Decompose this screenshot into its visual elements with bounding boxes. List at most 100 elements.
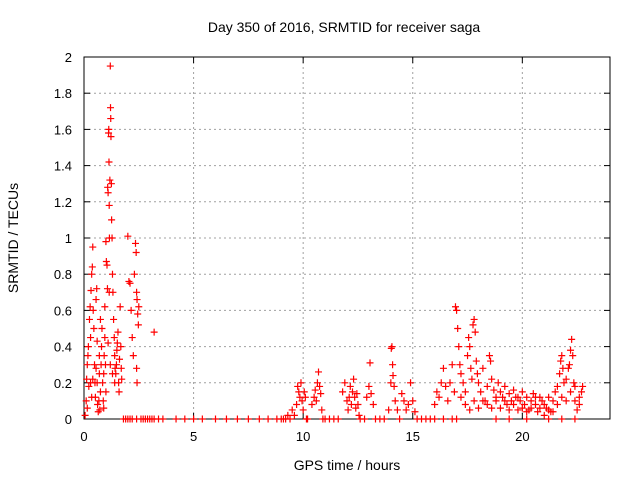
data-point xyxy=(93,285,101,293)
data-point xyxy=(354,401,362,409)
data-point xyxy=(94,401,102,409)
data-point xyxy=(479,397,487,405)
data-point xyxy=(106,62,114,70)
data-point xyxy=(549,397,557,405)
x-tick-label: 0 xyxy=(80,429,87,444)
data-point xyxy=(150,328,158,336)
data-point xyxy=(455,343,463,351)
data-point xyxy=(487,357,495,365)
data-point xyxy=(294,382,302,390)
data-point xyxy=(108,370,116,378)
data-point xyxy=(470,315,478,323)
data-point xyxy=(87,334,95,342)
data-point xyxy=(485,352,493,360)
data-point xyxy=(387,379,395,387)
x-tick-label: 10 xyxy=(296,429,310,444)
y-tick-label: 1.2 xyxy=(54,195,72,210)
y-tick-label: 0.6 xyxy=(54,303,72,318)
data-point xyxy=(400,397,408,405)
data-point xyxy=(115,388,123,396)
y-tick-label: 1 xyxy=(65,231,72,246)
data-points xyxy=(81,62,587,423)
data-point xyxy=(505,415,513,423)
data-point xyxy=(567,346,575,354)
data-point xyxy=(222,415,230,423)
data-point xyxy=(293,401,301,409)
data-point xyxy=(86,303,94,311)
data-point xyxy=(459,379,467,387)
data-point xyxy=(472,357,480,365)
data-point xyxy=(284,411,292,419)
data-point xyxy=(95,352,103,360)
data-point xyxy=(98,343,106,351)
data-point xyxy=(172,415,180,423)
data-point xyxy=(297,379,305,387)
data-point xyxy=(103,261,111,269)
data-point xyxy=(100,404,108,412)
data-point xyxy=(299,406,307,414)
y-tick-label: 0.8 xyxy=(54,267,72,282)
data-point xyxy=(534,408,542,416)
data-point xyxy=(212,415,219,423)
data-point xyxy=(83,404,91,412)
data-point xyxy=(461,401,469,409)
data-point xyxy=(130,270,138,278)
data-point xyxy=(442,382,450,390)
data-point xyxy=(108,234,116,242)
data-point xyxy=(103,285,111,293)
data-point xyxy=(501,397,509,405)
data-point xyxy=(540,401,548,409)
x-tick-label: 5 xyxy=(190,429,197,444)
data-point xyxy=(479,364,487,372)
data-point xyxy=(85,382,93,390)
data-point xyxy=(387,344,395,352)
data-point xyxy=(264,415,272,423)
data-point xyxy=(505,406,513,414)
data-point xyxy=(116,303,124,311)
data-point xyxy=(390,382,398,390)
data-point xyxy=(431,415,439,423)
data-point xyxy=(81,411,89,419)
data-point xyxy=(341,379,349,387)
data-point xyxy=(101,303,109,311)
data-point xyxy=(125,277,133,285)
x-tick-label: 15 xyxy=(406,429,420,444)
data-point xyxy=(347,401,355,409)
grid-lines xyxy=(84,57,610,419)
data-point xyxy=(393,406,401,414)
data-point xyxy=(409,397,417,405)
data-point xyxy=(104,189,112,197)
y-tick-label: 1.8 xyxy=(54,86,72,101)
data-point xyxy=(496,388,504,396)
data-point xyxy=(501,382,509,390)
data-point xyxy=(91,361,99,369)
y-tick-label: 2 xyxy=(65,50,72,65)
data-point xyxy=(518,404,526,412)
data-point xyxy=(569,352,577,360)
data-point xyxy=(304,415,312,423)
data-point xyxy=(344,406,352,414)
data-point xyxy=(380,415,388,423)
data-point xyxy=(496,404,504,412)
data-point xyxy=(514,406,522,414)
data-point xyxy=(102,258,110,266)
data-point xyxy=(564,364,572,372)
data-point xyxy=(315,368,323,376)
data-point xyxy=(99,397,107,405)
data-point xyxy=(437,379,445,387)
data-point xyxy=(385,406,393,414)
data-point xyxy=(579,382,587,390)
data-point xyxy=(126,279,134,287)
data-point xyxy=(102,388,110,396)
data-point xyxy=(483,401,491,409)
data-point xyxy=(110,334,118,342)
data-point xyxy=(350,375,358,383)
data-point xyxy=(510,386,518,394)
data-point xyxy=(82,397,90,405)
data-point xyxy=(475,404,482,412)
data-point xyxy=(388,343,396,351)
data-point xyxy=(465,334,473,342)
data-point xyxy=(133,288,141,296)
data-point xyxy=(477,388,485,396)
data-point xyxy=(531,393,539,401)
